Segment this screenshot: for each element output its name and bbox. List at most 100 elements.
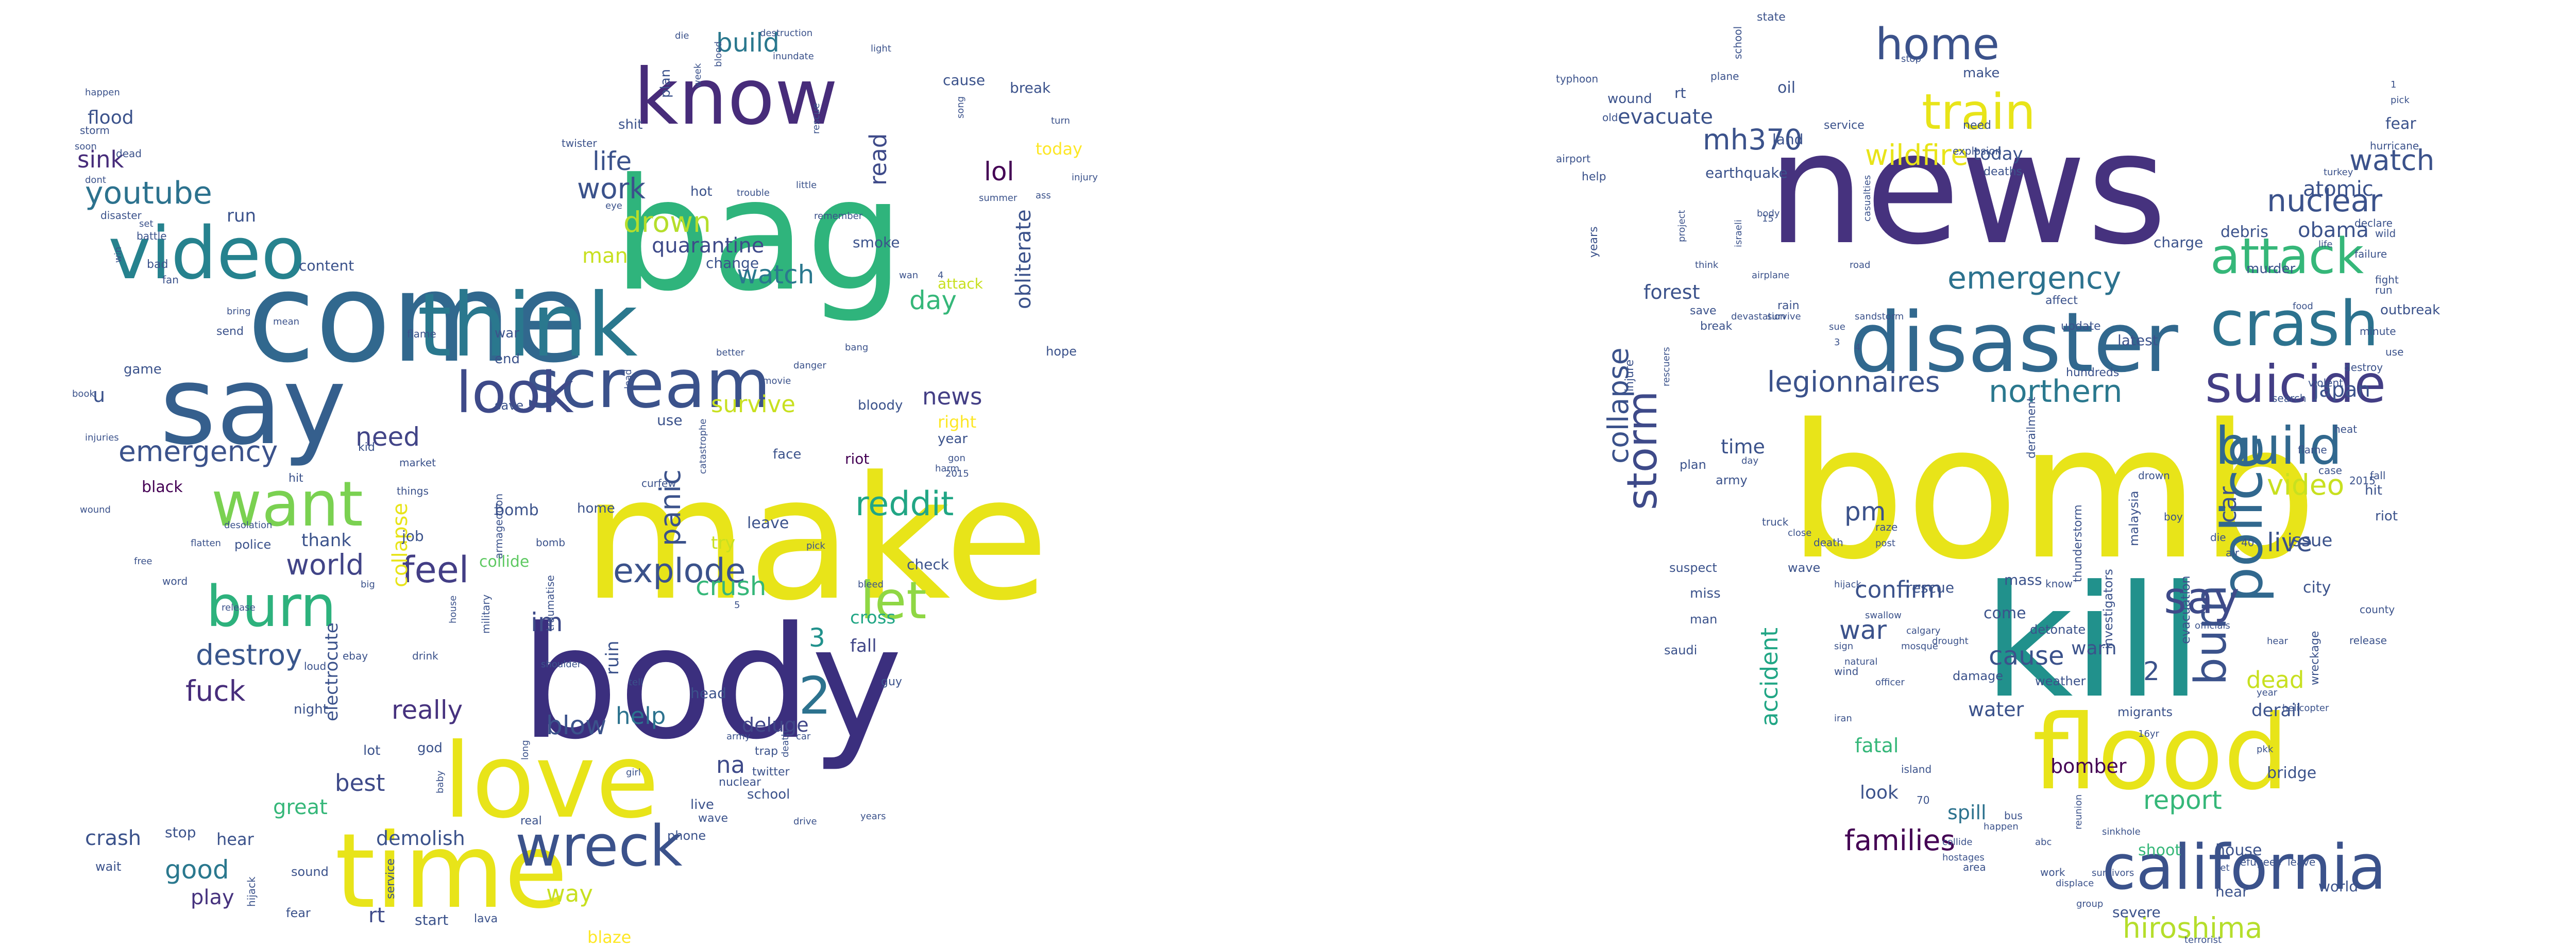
word-left-really: really [392, 695, 463, 725]
word-left-week: week [692, 63, 703, 88]
word-left-bag: bag [613, 145, 904, 325]
word-right-home: home [1875, 19, 1999, 70]
word-left-kid: kid [358, 441, 375, 454]
word-left-happen: happen [85, 87, 120, 98]
word-left-mean: mean [273, 316, 299, 327]
word-left-home: home [577, 501, 615, 516]
word-left-harm: harm [935, 463, 959, 474]
word-left-war: war [495, 326, 519, 341]
word-right-accident: accident [1756, 628, 1783, 726]
word-right-damage: damage [1953, 669, 2003, 683]
word-left-2015: 2015 [945, 468, 969, 479]
word-left-wreck: wreck [515, 813, 683, 879]
word-right-destroy: destroy [2344, 361, 2383, 374]
word-left-im: im [531, 607, 563, 637]
word-left-little: little [796, 180, 817, 191]
word-right-dead: dead [2246, 666, 2304, 694]
word-left-soon: soon [75, 141, 97, 152]
word-right-investigators: investigators [2101, 569, 2115, 649]
word-right-hostages: hostages [1942, 852, 1985, 863]
word-left-summer: summer [979, 193, 1018, 204]
word-left-things: things [397, 485, 429, 497]
word-right-severe: severe [2112, 904, 2161, 921]
word-left-2: 2 [799, 666, 832, 726]
word-left-lol: lol [984, 157, 1014, 187]
word-right-thunderstorm: thunderstorm [2072, 504, 2084, 582]
word-right-sign: sign [1834, 641, 1853, 652]
word-right-sandstorm: sandstorm [1855, 311, 1904, 322]
word-left-cross: cross [850, 607, 895, 628]
word-left-5: 5 [734, 600, 740, 611]
word-left-try: try [711, 533, 735, 553]
word-right-truck: truck [1762, 516, 1789, 528]
word-right-raze: raze [1875, 521, 1897, 533]
word-right-wave: wave [1788, 561, 1820, 575]
word-left-rt: rt [368, 904, 385, 927]
word-right-city: city [2303, 579, 2331, 597]
word-right-air: air [2226, 547, 2240, 559]
word-right-officials: officials [2195, 620, 2230, 631]
word-right-car: car [2214, 486, 2242, 523]
word-right-look: look [1860, 782, 1899, 803]
word-right-rescuers: rescuers [1661, 347, 1672, 386]
word-right-attack: attack [2210, 228, 2364, 285]
word-left-movie: movie [762, 376, 791, 386]
word-right-reunion: reunion [2073, 794, 2084, 830]
word-right-island: island [1901, 763, 1931, 775]
word-left-bang: bang [845, 342, 868, 353]
word-right-police: police [2209, 435, 2275, 603]
word-left-destruction: destruction [760, 28, 812, 39]
word-right-state: state [1757, 11, 1786, 24]
word-right-officer: officer [1875, 677, 1905, 688]
word-right-say: say [2164, 573, 2240, 624]
word-right-search: search [2272, 392, 2306, 404]
word-right-2: 2 [2143, 656, 2160, 686]
word-left-drive: drive [793, 816, 817, 827]
word-right-collide: collide [1942, 837, 1972, 848]
word-right-break: break [1700, 320, 1733, 333]
word-left-bleed: bleed [858, 579, 884, 590]
word-left-inundate: inundate [773, 51, 814, 62]
word-left-job: job [401, 528, 424, 545]
word-left-read: read [865, 133, 892, 185]
word-left-play: play [191, 886, 234, 909]
word-left-pick: pick [806, 540, 825, 551]
word-right-day: day [1741, 455, 1758, 466]
word-right-affect: affect [2045, 294, 2078, 307]
word-left-start: start [415, 911, 448, 928]
word-left-blaze: blaze [587, 927, 631, 947]
word-right-sue: sue [1829, 322, 1845, 332]
word-right-pick: pick [2391, 95, 2410, 106]
word-left-night: night [294, 702, 328, 717]
word-right-saudi: saudi [1664, 643, 1697, 657]
word-right-derailment: derailment [2025, 397, 2038, 459]
word-left-cause: cause [943, 72, 985, 89]
word-right-disaster: disaster [1850, 294, 2178, 391]
word-right-make: make [1963, 65, 1999, 81]
word-right-15: 15 [1762, 213, 1774, 224]
word-right-16yr: 16yr [2138, 729, 2160, 739]
word-right-hit: hit [2365, 483, 2382, 498]
word-right-warn: warn [2071, 638, 2117, 659]
word-left-stop: stop [165, 824, 196, 841]
word-right-evacuation: evacuation [2178, 576, 2193, 644]
word-right-today: today [1973, 144, 2023, 164]
word-left-crash: crash [85, 826, 141, 850]
word-left-death: death [780, 731, 791, 757]
word-right-school: school [1732, 26, 1744, 59]
word-left-catastrophe: catastrophe [698, 419, 708, 474]
word-left-year: year [938, 431, 968, 447]
word-right-mh370: mh370 [1703, 123, 1802, 156]
word-left-collide: collide [479, 553, 529, 571]
word-left-hit: hit [289, 472, 303, 485]
word-right-flood: flood [2032, 693, 2289, 813]
word-right-cause: cause [1989, 641, 2064, 671]
word-left-phone: phone [667, 828, 706, 843]
word-left-police: police [234, 537, 271, 552]
word-right-shoot: shoot [2138, 841, 2181, 859]
word-right-save: save [1690, 305, 1717, 317]
word-left-bomb: bomb [536, 536, 565, 549]
word-left-plan: plan [658, 69, 673, 98]
word-left-remember: remember [814, 211, 863, 222]
